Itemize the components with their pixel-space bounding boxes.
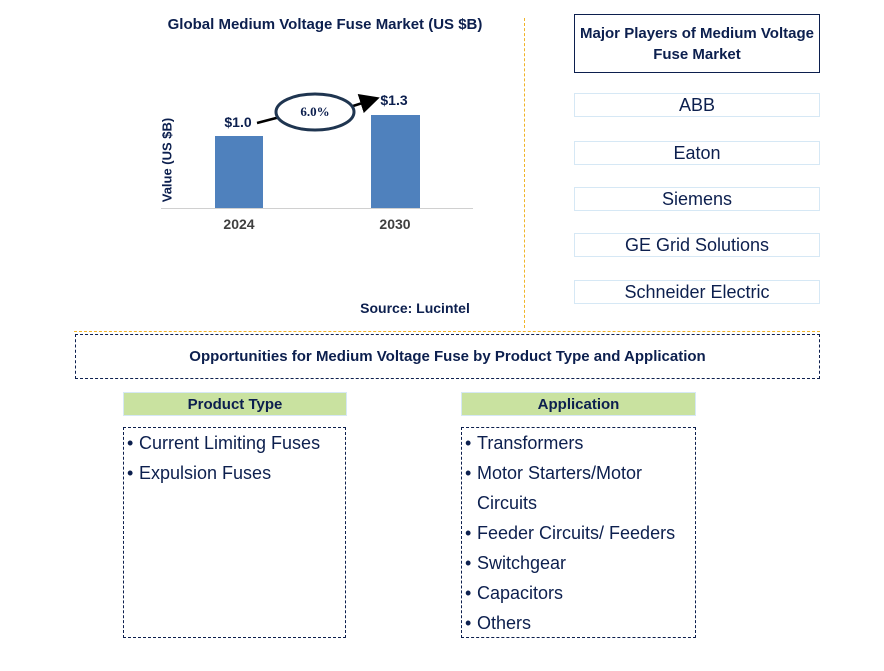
x-tick-2030: 2030 <box>379 216 411 232</box>
bar-label-2024: $1.0 <box>224 114 252 130</box>
list-item: • Switchgear <box>465 553 567 573</box>
application-header: Application <box>461 392 696 416</box>
y-axis-label: Value (US $B) <box>159 117 175 203</box>
list-item-continuation: Circuits <box>477 493 538 513</box>
cagr-label: 6.0% <box>300 104 330 119</box>
bar-label-2030: $1.3 <box>380 92 408 108</box>
list-item: • Current Limiting Fuses <box>127 433 321 453</box>
product-type-list: • Current Limiting Fuses • Expulsion Fuses <box>123 427 346 638</box>
list-item: • Others <box>465 613 532 633</box>
list-item: • Expulsion Fuses <box>127 463 272 483</box>
product-type-header: Product Type <box>123 392 347 416</box>
list-item: • Capacitors <box>465 583 564 603</box>
x-axis <box>161 208 473 209</box>
cagr-arrow-icon <box>256 92 380 132</box>
player-schneider-electric: Schneider Electric <box>574 280 820 304</box>
player-eaton: Eaton <box>574 141 820 165</box>
player-abb: ABB <box>574 93 820 117</box>
source-label: Source: Lucintel <box>360 300 470 316</box>
chart-title: Global Medium Voltage Fuse Market (US $B… <box>167 16 483 33</box>
player-siemens: Siemens <box>574 187 820 211</box>
players-header: Major Players of Medium Voltage Fuse Mar… <box>574 14 820 73</box>
list-item: • Transformers <box>465 433 584 453</box>
bar-2030 <box>371 115 420 208</box>
list-item: • Feeder Circuits/ Feeders <box>465 523 676 543</box>
application-list: • Transformers • Motor Starters/Motor Circ… <box>461 427 696 638</box>
horizontal-divider <box>74 331 820 332</box>
x-tick-2024: 2024 <box>223 216 255 232</box>
player-ge-grid-solutions: GE Grid Solutions <box>574 233 820 257</box>
opportunities-title: Opportunities for Medium Voltage Fuse by… <box>75 334 820 379</box>
bar-2024 <box>215 136 263 208</box>
vertical-divider <box>524 18 525 328</box>
list-item: • Motor Starters/Motor <box>465 463 643 483</box>
